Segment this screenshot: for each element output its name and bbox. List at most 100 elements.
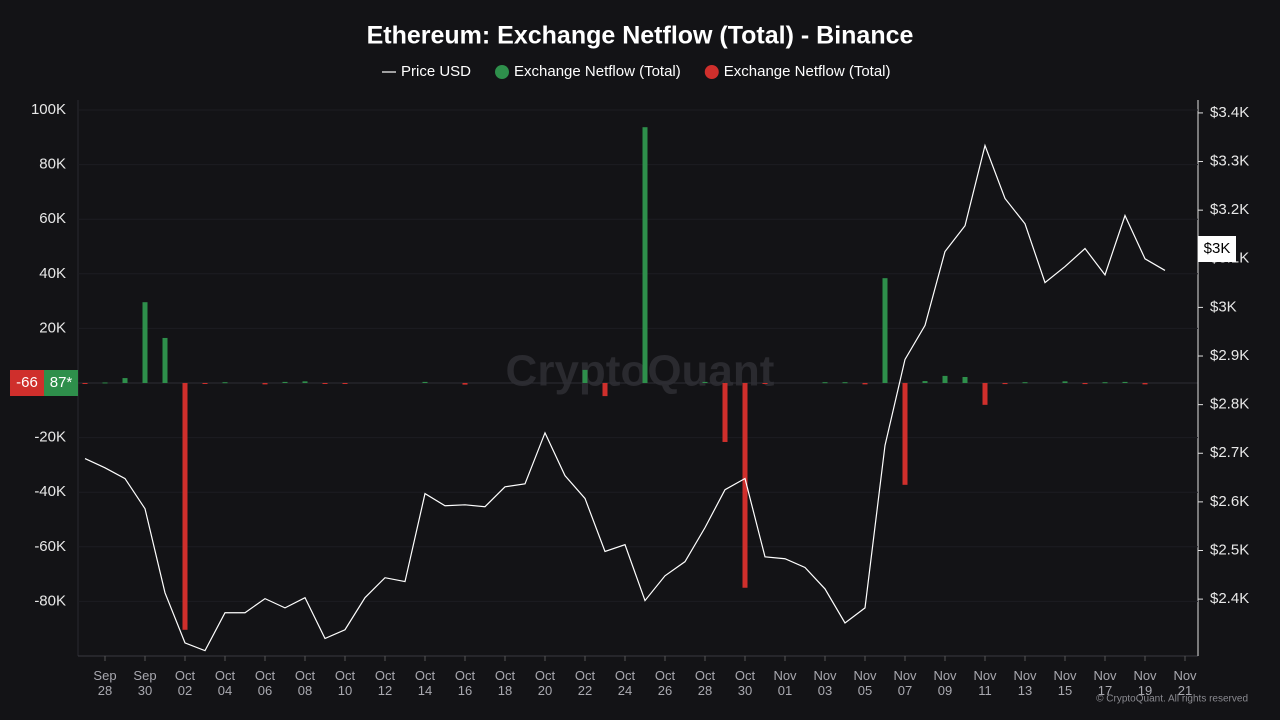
- bar: [1102, 382, 1108, 384]
- y2-tick-label: $3.4K: [1210, 104, 1249, 121]
- bar: [302, 381, 308, 383]
- y2-tick-label: $3.2K: [1210, 201, 1249, 218]
- x-tick-label: Oct 20: [534, 668, 556, 698]
- cursor-label: $3K: [1204, 240, 1231, 257]
- bar: [462, 383, 468, 385]
- x-tick-label: Oct 16: [454, 668, 476, 698]
- y-tick-label: -60K: [34, 538, 66, 555]
- y2-tick-label: $3.3K: [1210, 153, 1249, 170]
- x-tick-label: Nov 13: [1013, 668, 1037, 698]
- bar: [262, 383, 268, 385]
- bar: [702, 381, 708, 383]
- bar: [922, 381, 928, 383]
- y2-tick-label: $2.5K: [1210, 541, 1249, 558]
- x-tick-label: Oct 28: [694, 668, 716, 698]
- x-tick-label: Oct 30: [734, 668, 756, 698]
- copyright: © CryptoQuant. All rights reserved: [1096, 694, 1248, 705]
- x-tick-label: Oct 24: [614, 668, 636, 698]
- x-tick-label: Sep 30: [133, 668, 157, 698]
- x-tick-label: Oct 18: [494, 668, 516, 698]
- cursor-label-box: [10, 370, 44, 396]
- y-tick-label: -40K: [34, 483, 66, 500]
- bar: [822, 382, 828, 384]
- bar: [642, 127, 648, 383]
- x-tick-label: Nov 07: [893, 668, 917, 698]
- watermark: CryptoQuant: [506, 347, 775, 396]
- bar: [162, 337, 168, 383]
- x-tick-label: Oct 04: [214, 668, 236, 698]
- bar: [1122, 381, 1128, 383]
- legend-dot: [495, 65, 510, 79]
- bar: [942, 375, 948, 383]
- bar: [282, 381, 288, 383]
- y-tick-label: 60K: [39, 210, 66, 227]
- y2-tick-label: $2.4K: [1210, 590, 1249, 607]
- y-tick-label: -80K: [34, 592, 66, 609]
- cursor-label: 87*: [50, 374, 73, 391]
- cursor-label: -66: [16, 374, 38, 391]
- bar: [1002, 383, 1008, 385]
- bar: [962, 376, 968, 383]
- bar: [902, 383, 908, 485]
- bar: [222, 382, 228, 384]
- y2-tick-label: $2.8K: [1210, 396, 1249, 413]
- x-tick-label: Nov 15: [1053, 668, 1077, 698]
- price-line: [84, 143, 1166, 652]
- y-tick-label: 100K: [31, 101, 66, 118]
- x-tick-label: Nov 05: [853, 668, 877, 698]
- bar: [722, 383, 728, 442]
- x-tick-label: Oct 26: [654, 668, 676, 698]
- bar: [862, 383, 868, 385]
- y2-tick-label: $3K: [1210, 298, 1237, 315]
- bar: [202, 383, 208, 384]
- bar: [982, 383, 988, 405]
- bar: [742, 383, 748, 588]
- y2-tick-label: $2.6K: [1210, 493, 1249, 510]
- x-tick-label: Oct 14: [414, 668, 436, 698]
- chart-title: Ethereum: Exchange Netflow (Total) - Bin…: [367, 22, 914, 50]
- y-tick-label: 80K: [39, 156, 66, 173]
- cursor-label-box: [1198, 236, 1236, 262]
- bar: [842, 382, 848, 384]
- bar: [882, 278, 888, 383]
- x-tick-label: Oct 08: [294, 668, 316, 698]
- bar: [1082, 383, 1088, 385]
- x-tick-label: Oct 06: [254, 668, 276, 698]
- y-tick-label: 40K: [39, 265, 66, 282]
- x-tick-label: Nov 21: [1173, 668, 1197, 698]
- bar: [322, 383, 328, 384]
- x-tick-label: Nov 17: [1093, 668, 1117, 698]
- bar: [82, 383, 88, 384]
- legend: Price USD Exchange Netflow (Total) Exchang…: [382, 63, 891, 80]
- x-tick-label: Oct 10: [334, 668, 356, 698]
- bar: [422, 381, 428, 383]
- bar: [1022, 382, 1028, 384]
- bar: [602, 383, 608, 397]
- x-tick-label: Oct 12: [374, 668, 396, 698]
- cursor-label-box: [44, 370, 78, 396]
- y-tick-label: 20K: [39, 319, 66, 336]
- legend-label: Exchange Netflow (Total): [724, 63, 891, 80]
- bar: [762, 383, 768, 384]
- legend-label: Price USD: [401, 63, 471, 80]
- legend-label: Exchange Netflow (Total): [514, 63, 681, 80]
- x-tick-label: Nov 19: [1133, 668, 1157, 698]
- bar: [1062, 381, 1068, 383]
- x-tick-label: Nov 09: [933, 668, 957, 698]
- y-tick-label: -20K: [34, 429, 66, 446]
- y2-tick-label: $2.7K: [1210, 444, 1249, 461]
- x-tick-label: Nov 03: [813, 668, 837, 698]
- x-tick-label: Sep 28: [93, 668, 117, 698]
- y2-tick-label: $2.9K: [1210, 347, 1249, 364]
- x-tick-label: Oct 22: [574, 668, 596, 698]
- bar: [1142, 383, 1148, 385]
- x-tick-label: Oct 02: [174, 668, 196, 698]
- bar: [342, 383, 348, 384]
- x-tick-label: Nov 11: [973, 668, 997, 698]
- bar: [182, 383, 188, 630]
- bar: [122, 378, 128, 383]
- bar: [102, 382, 108, 384]
- bar: [582, 369, 588, 383]
